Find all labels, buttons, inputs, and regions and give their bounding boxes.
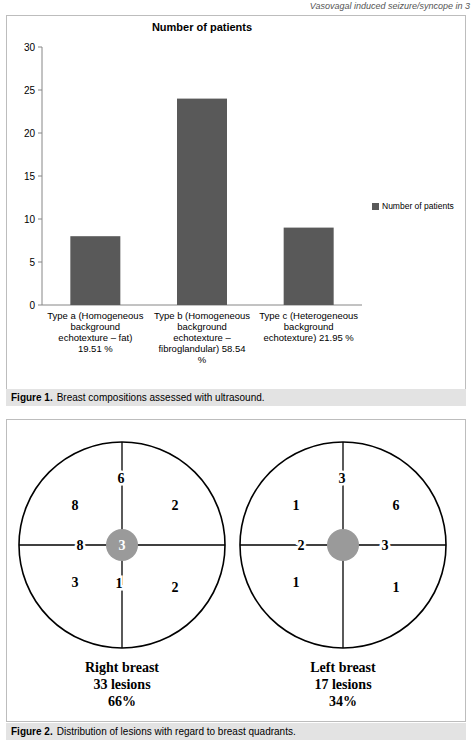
legend-label: Number of patients [382,201,454,211]
nipple-areola [106,529,138,561]
y-tick-label: 25 [24,85,36,96]
caption-text: Breast compositions assessed with ultras… [57,392,265,403]
caption-bar [6,389,466,406]
lesion-count: 1 [393,580,400,595]
bar [284,228,334,305]
lesion-count: 2 [172,580,179,595]
lesion-count: 2 [172,498,179,513]
lesion-count: 6 [118,471,125,486]
y-tick [38,262,42,263]
breast-share: 66% [108,694,136,709]
lesion-count: 3 [382,538,389,553]
x-tick-label-line: background [284,321,334,332]
lesion-count: 1 [293,575,300,590]
breast: 1 3 6 2 3 1 1 Left breast 17 lesions 34% [240,442,446,709]
breast-label: Right breast [85,660,159,675]
y-tick [38,47,42,48]
page: Vasovagal induced seizure/syncope in 3 Nu… [0,0,474,741]
y-tick [38,176,42,177]
legend-swatch [372,203,379,210]
y-tick-label: 0 [29,300,35,311]
chart-frame [7,16,466,390]
bar [177,99,227,305]
caption: Figure 1. Breast compositions assessed wi… [11,392,265,403]
lesion-count: 2 [298,538,305,553]
y-tick [38,219,42,220]
y-tick-label: 10 [24,214,36,225]
y-tick-label: 20 [24,128,36,139]
breast-outline [19,442,225,648]
caption-text: Distribution of lesions with regard to b… [57,726,296,737]
y-tick [38,305,42,306]
caption-bar [6,723,466,740]
y-tick-label: 5 [29,257,35,268]
breast-lesions: 17 lesions [314,677,372,692]
x-tick-label: Type b (Homogeneousbackgroundechotexture… [154,310,250,365]
x-tick-label-line: echotexture) 21.95 % [264,332,355,343]
chart-title: Number of patients [152,21,252,33]
breast: 8 6 2 8 3 3 1 2 Right breast 33 lesions 66% [19,442,225,709]
page-svg: Vasovagal induced seizure/syncope in 3 Nu… [0,0,474,741]
x-tick-label-line: background [177,321,227,332]
lesion-count: 6 [393,498,400,513]
caption: Figure 2. Distribution of lesions with re… [11,726,296,737]
x-tick-label-line: Type c (Heterogeneous [259,310,358,321]
caption-label: Figure 2. [11,726,53,737]
x-tick-label: Type a (Homogeneousbackgroundechotexture… [47,310,143,354]
caption-label: Figure 1. [11,392,53,403]
bar [70,236,120,305]
x-tick-label-line: % [198,354,207,365]
x-tick-label-line: echotexture – [173,332,231,343]
y-tick-label: 15 [24,171,36,182]
lesion-count: 8 [72,498,79,513]
lesion-count: 1 [116,576,123,591]
y-tick [38,133,42,134]
breast-lesions: 33 lesions [93,677,151,692]
breast-share: 34% [329,694,357,709]
x-tick-label-line: echotexture – fat) [58,332,132,343]
x-tick-label-line: 19.51 % [78,343,113,354]
running-header: Vasovagal induced seizure/syncope in 3 [310,1,470,11]
y-tick [38,90,42,91]
x-tick-label-line: Type b (Homogeneous [154,310,250,321]
lesion-count: 8 [77,538,84,553]
x-tick-label-line: background [71,321,121,332]
nipple-areola [327,529,359,561]
breast-label: Left breast [310,660,376,675]
lesion-count: 3 [339,471,346,486]
y-tick-label: 30 [24,42,36,53]
lesion-count: 3 [72,575,79,590]
x-tick-label-line: Type a (Homogeneous [47,310,143,321]
bars [70,99,333,305]
x-tick-label-line: fibroglandular) 58.54 [158,343,245,354]
breast-outline [240,442,446,648]
lesion-count: 3 [119,538,126,553]
x-tick-label: Type c (Heterogeneousbackgroundechotextu… [259,310,358,343]
diagram-frame [7,420,466,722]
lesion-count: 1 [293,498,300,513]
